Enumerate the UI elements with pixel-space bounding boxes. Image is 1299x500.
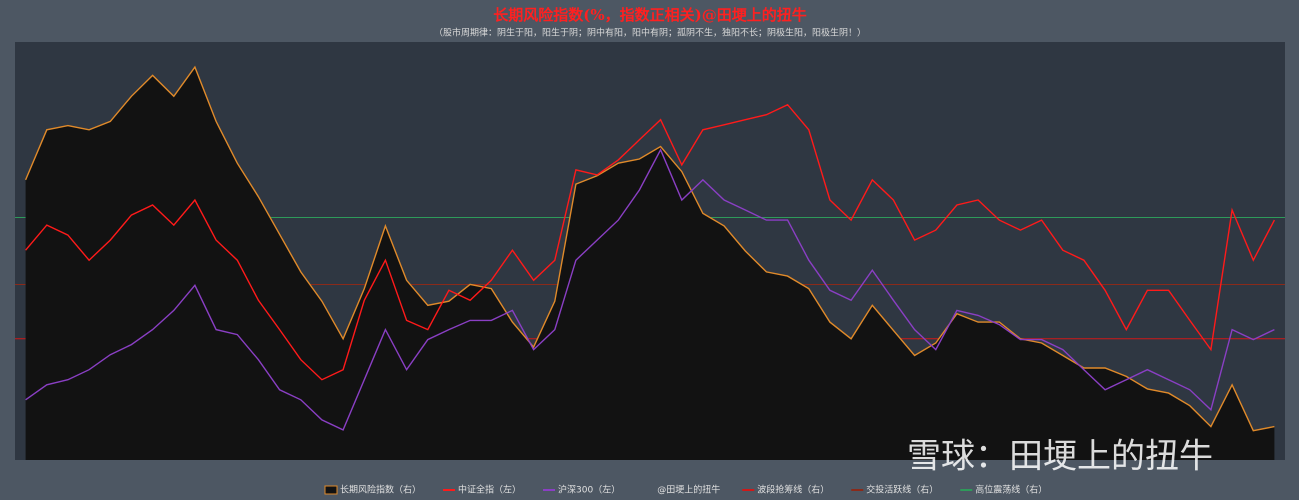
legend-label: 中证全指（左） [458, 484, 521, 496]
legend-label: 长期风险指数（右） [340, 484, 421, 496]
legend-label: 高位震荡线（右） [975, 484, 1047, 496]
series-line [25, 103, 1276, 381]
watermark: 雪球：田埂上的扭牛 [907, 437, 1213, 477]
legend-label: 波段抢筹线（右） [757, 484, 829, 496]
legend-swatch [324, 485, 338, 495]
legend-label: @田埂上的扭牛 [657, 484, 720, 496]
series-line [25, 148, 1275, 431]
series-line [24, 65, 1275, 432]
legend-label: 交投活跃线（右） [866, 484, 938, 496]
area [25, 67, 1275, 460]
chart-subtitle: （股市周期律：阴生于阳，阳生于阴；阴中有阳，阳中有阴；孤阴不生，独阳不长；阴极生… [434, 27, 866, 39]
legend-label: 沪深300（左） [558, 484, 620, 496]
chart-title: 长期风险指数(%，指数正相关)@田埂上的扭牛 [493, 6, 806, 24]
